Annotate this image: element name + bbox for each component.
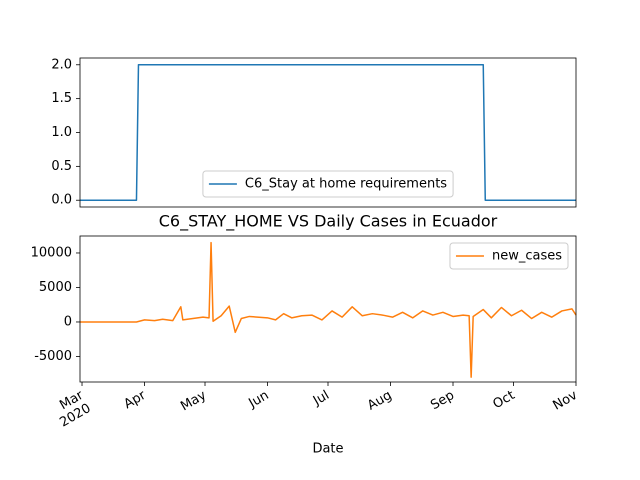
y-tick-label: 1.5 xyxy=(51,91,72,106)
legend-box xyxy=(202,170,454,198)
legend-box xyxy=(449,242,569,270)
legend-label: new_cases xyxy=(492,249,562,264)
series-line xyxy=(80,64,576,201)
series-line xyxy=(80,241,577,378)
x-axis-label: Date xyxy=(312,442,343,457)
legend-label: C6_Stay at home requirements xyxy=(245,177,447,192)
y-tick-label: 10000 xyxy=(31,245,72,260)
axes-frame xyxy=(79,235,577,383)
y-tick-label: 0 xyxy=(64,314,72,329)
y-tick-label: 2.0 xyxy=(51,57,72,72)
y-tick-label: 5000 xyxy=(39,280,72,295)
x-tick-label: Jul xyxy=(310,388,332,409)
y-tick-label: 0.0 xyxy=(51,193,72,208)
chart-title: C6_STAY_HOME VS Daily Cases in Ecuador xyxy=(159,212,498,232)
y-tick-label: 0.5 xyxy=(51,159,72,174)
y-tick-label: -5000 xyxy=(34,349,72,364)
axes-frame xyxy=(79,57,577,208)
y-tick-label: 1.0 xyxy=(51,125,72,140)
